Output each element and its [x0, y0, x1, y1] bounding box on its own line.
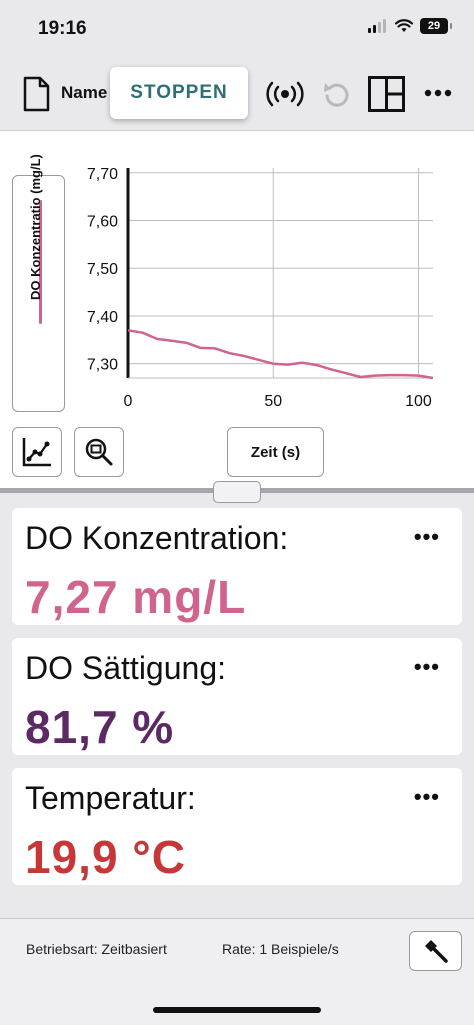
meter-do-concentration[interactable]: DO Konzentration: 7,27 mg/L ••• [12, 508, 462, 625]
zoom-icon [85, 438, 113, 466]
graph-tools-button[interactable] [12, 427, 62, 477]
graph-tools-icon [22, 438, 51, 467]
meter-do-saturation[interactable]: DO Sättigung: 81,7 % ••• [12, 638, 462, 755]
meter-name: DO Sättigung: [25, 650, 226, 686]
stop-button[interactable]: STOPPEN [110, 67, 248, 119]
cellular-signal-icon [368, 19, 386, 33]
file-icon[interactable] [22, 76, 50, 112]
sensor-broadcast-icon[interactable] [266, 80, 304, 108]
status-time: 19:16 [38, 18, 87, 39]
meter-value: 81,7 % [25, 701, 175, 753]
meter-more-icon[interactable]: ••• [413, 784, 440, 809]
wrench-icon [424, 940, 448, 963]
y-axis-label-button[interactable] [12, 175, 65, 412]
rate-text: Rate: 1 Beispiele/s [222, 941, 339, 957]
x-tick-label: 50 [264, 393, 282, 410]
status-icons: 29 [368, 18, 452, 34]
file-name-label[interactable]: Name [61, 83, 108, 102]
wifi-icon [395, 19, 413, 32]
layout-icon[interactable] [368, 76, 405, 112]
x-tick-label: 100 [405, 393, 432, 410]
more-icon[interactable] [424, 89, 452, 97]
divider-drag-handle[interactable] [213, 481, 261, 503]
y-tick-label: 7,30 [87, 357, 118, 374]
mode-text: Betriebsart: Zeitbasiert [26, 941, 167, 957]
meter-value: 19,9 °C [25, 831, 186, 883]
zoom-button[interactable] [74, 427, 124, 477]
meter-temperature[interactable]: Temperatur: 19,9 °C ••• [12, 768, 462, 885]
series-line [127, 329, 434, 380]
y-tick-label: 7,60 [87, 214, 118, 231]
data-collection-settings-button[interactable] [409, 931, 462, 971]
home-indicator [153, 1007, 321, 1013]
x-axis-label-button[interactable]: Zeit (s) [227, 427, 324, 477]
battery-icon: 29 [420, 18, 452, 34]
meter-value: 7,27 mg/L [25, 571, 247, 623]
meter-more-icon[interactable]: ••• [413, 524, 440, 549]
meter-more-icon[interactable]: ••• [413, 654, 440, 679]
y-tick-label: 7,50 [87, 261, 118, 278]
x-tick-label: 0 [124, 393, 133, 410]
meter-name: DO Konzentration: [25, 520, 289, 556]
status-bar: 19:16 29 [0, 0, 474, 62]
meter-name: Temperatur: [25, 780, 196, 816]
series-color-swatch [39, 200, 42, 324]
line-chart[interactable]: 7,70 7,60 7,50 7,40 7,30 0 50 100 [0, 0, 474, 420]
undo-icon[interactable] [322, 79, 352, 109]
y-tick-label: 7,40 [87, 309, 118, 326]
y-tick-label: 7,70 [87, 166, 118, 183]
